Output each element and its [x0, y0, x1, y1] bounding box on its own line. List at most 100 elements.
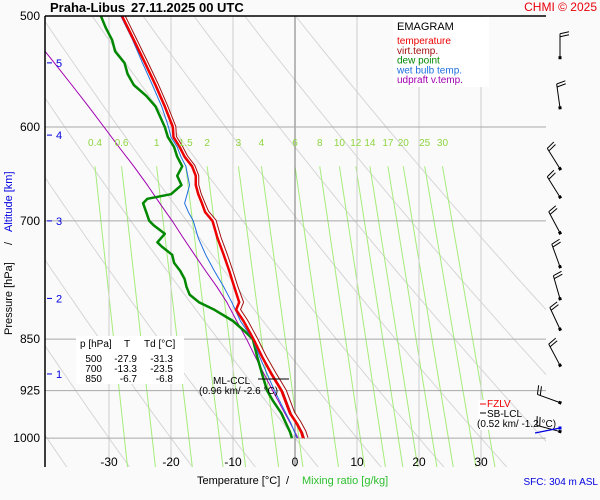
y-axis-label-altitude: Altitude [km]: [3, 171, 15, 232]
table-cell: 850: [85, 374, 102, 385]
grid-layer: [45, 16, 546, 467]
surface-height: SFC: 304 m ASL: [524, 477, 599, 488]
legend-title: EMAGRAM: [397, 21, 454, 33]
mixing-ratio-line: [355, 166, 404, 467]
barb-flag: [548, 205, 557, 213]
dry-adiabat: [91, 16, 445, 467]
table-cell: -6.8: [156, 374, 174, 385]
copyright: CHMI © 2025: [524, 0, 597, 14]
wet-bulb-temp--line: [120, 16, 298, 439]
temperature-tick-label: 0: [292, 455, 299, 469]
barb-flag: [548, 144, 556, 152]
wind-barb: [548, 337, 563, 368]
barb-flag: [546, 169, 555, 178]
dry-adiabat: [45, 259, 194, 467]
barb-staff: [556, 83, 561, 108]
barb-station: [558, 56, 562, 60]
wind-barb: [551, 238, 562, 269]
pressure-tick-label: 600: [20, 120, 40, 134]
dry-adiabat: [294, 16, 546, 311]
mixing-ratio-line: [185, 166, 224, 467]
barb-station: [557, 166, 563, 171]
x-axis-label-mixing: Mixing ratio [g/kg]: [302, 475, 388, 487]
mixing-ratio-label: 10: [334, 138, 346, 149]
temperature-tick-label: 20: [412, 455, 426, 469]
table-cell: -31.3: [150, 354, 173, 365]
barb-flag: [549, 301, 558, 308]
mixing-ratio-label: 4: [259, 138, 265, 149]
barb-flag: [553, 270, 562, 277]
barb-staff: [536, 424, 561, 433]
barb-station: [557, 195, 563, 200]
udpraft-v-temp--line: [45, 50, 299, 439]
legend-box: [393, 17, 489, 87]
mixing-ratio-label: 14: [364, 138, 376, 149]
dry-adiabat: [142, 16, 508, 467]
barb-flag: [551, 238, 560, 245]
fzl-label: FZLV: [487, 399, 511, 410]
table-header: p [hPa]: [80, 339, 112, 350]
table-cell: -13.3: [114, 364, 137, 375]
dry-adiabat: [45, 97, 319, 467]
pressure-tick-label: 700: [20, 214, 40, 228]
datetime-title: 27.11.2025 00 UTC: [131, 0, 244, 15]
mixing-ratio-line: [402, 166, 454, 467]
barb-staff: [546, 148, 561, 170]
barb-station: [558, 327, 562, 332]
mixing-ratio-line: [121, 166, 156, 467]
legend-item: wet bulb temp.: [396, 65, 462, 76]
barb-flag: [539, 416, 541, 427]
table-cell: 700: [85, 364, 102, 375]
altitude-tick-label: 1: [56, 369, 62, 381]
mixing-ratio-label: 17: [382, 138, 394, 149]
mixing-ratio-label: 30: [437, 138, 449, 149]
x-axis-label-separator: /: [286, 475, 290, 487]
mixing-ratio-label: 8: [317, 138, 323, 149]
dew-point-line: [99, 16, 294, 439]
barb-staff: [548, 211, 561, 234]
station-title: Praha-Libus: [50, 0, 125, 15]
mixing-ratio-labels: 0.4 0.6 1 1.5 2 3 4 6 8 10 12 14 17 20 25 30: [88, 138, 448, 149]
temperature-tick-label: 10: [350, 455, 364, 469]
barb-flag: [548, 337, 557, 345]
barb-flag: [556, 80, 566, 85]
sb-lcl-box: [478, 400, 502, 430]
barb-flag: [536, 385, 540, 395]
legend-item: virt.temp.: [397, 46, 438, 57]
barb-staff: [546, 176, 561, 198]
mixing-ratio-label: 20: [398, 138, 410, 149]
mixing-ratio-label: 1: [154, 138, 160, 149]
temperature-tick-label: -30: [100, 455, 118, 469]
temperature-tick-label: -20: [162, 455, 180, 469]
barb-flag: [549, 340, 558, 348]
dry-adiabat: [45, 20, 382, 467]
barb-station: [558, 106, 562, 110]
barb-station: [558, 264, 562, 269]
temperature-line: [120, 16, 305, 439]
barb-staff: [552, 275, 561, 299]
mixing-ratio-label: 12: [350, 138, 362, 149]
altitude-tick-label: 5: [56, 58, 62, 70]
mixing-ratio-line: [94, 166, 129, 467]
barb-flag: [552, 241, 561, 248]
wind-barb: [548, 205, 563, 235]
dry-adiabat: [193, 16, 546, 443]
pressure-tick-label: 850: [20, 332, 40, 346]
y-axis-label: Pressure [hPa] / Altitude [km]: [3, 171, 15, 335]
legend-item: dew point: [397, 56, 440, 67]
table-cell: -23.5: [150, 364, 173, 375]
x-axis-label-temperature: Temperature [°C]: [197, 475, 280, 487]
surface-wind-station: [558, 426, 562, 430]
barb-flag: [559, 34, 570, 38]
barb-staff: [548, 343, 561, 366]
table-header: Td [°C]: [144, 339, 175, 350]
y-axis-label-pressure: Pressure [hPa]: [3, 262, 15, 335]
altitude-tick-label: 4: [56, 130, 62, 142]
temperature-axis: -30 -20 -10 0 10 20 30: [100, 455, 488, 469]
wind-barb: [558, 31, 570, 60]
altitude-axis: 5 4 3 2 1: [47, 58, 62, 381]
level-table: p [hPa] T Td [°C] 500 -27.9 -31.3 700 -13.3 -23.…: [76, 336, 184, 385]
sb-lcl-annotation: FZLV SB-LCL (0.52 km/ -1.2 °C): [477, 399, 556, 430]
